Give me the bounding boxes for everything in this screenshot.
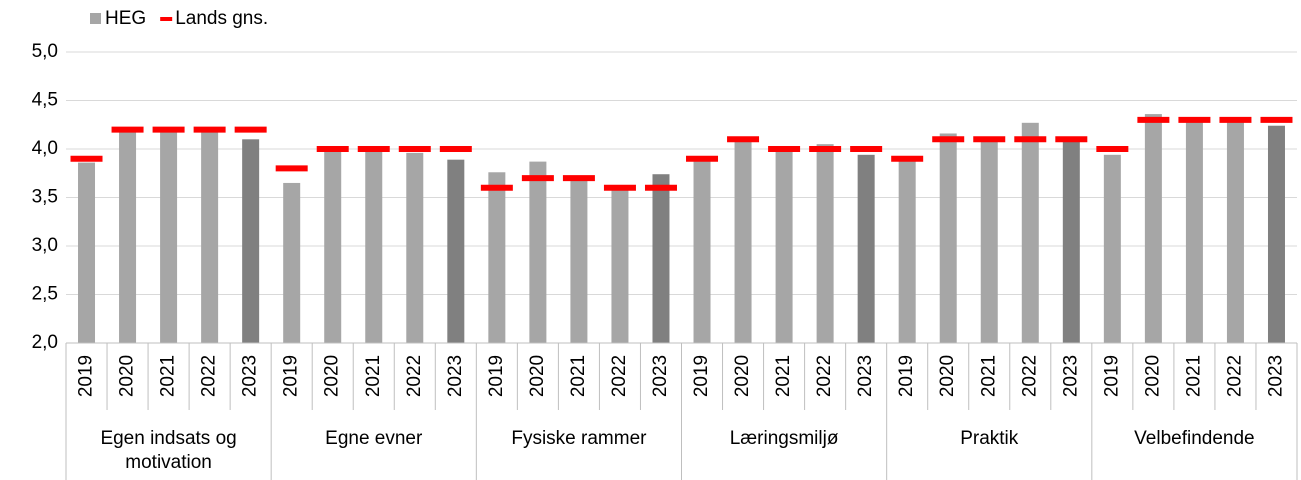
x-tick-label: 2020 xyxy=(732,355,753,397)
group-label: Egne evner xyxy=(325,428,423,449)
group-label: Velbefindende xyxy=(1134,428,1255,449)
bar xyxy=(283,182,301,343)
group-label: Egen indsats og motivation xyxy=(100,428,237,473)
x-tick-label: 2023 xyxy=(240,355,261,397)
bar xyxy=(160,130,178,343)
x-tick-label: 2021 xyxy=(773,355,794,397)
x-tick-label: 2020 xyxy=(322,355,343,397)
x-tick-label: 2023 xyxy=(1265,355,1286,397)
x-tick-label: 2021 xyxy=(978,355,999,397)
group-label-box: Velbefindende xyxy=(1134,428,1255,449)
bar xyxy=(898,160,916,343)
x-tick-label: 2020 xyxy=(937,355,958,397)
x-tick-label: 2019 xyxy=(691,355,712,397)
bar xyxy=(242,139,260,343)
bar xyxy=(570,178,588,343)
y-tick-label: 3,0 xyxy=(32,235,58,256)
bar xyxy=(529,161,547,343)
group-label: Læringsmiljø xyxy=(729,428,839,449)
bar xyxy=(1185,119,1203,344)
x-tick-label: 2021 xyxy=(363,355,384,397)
bar xyxy=(1021,122,1039,343)
group-label-box: Egne evner xyxy=(325,428,423,449)
x-tick-label: 2019 xyxy=(76,355,97,397)
bar xyxy=(816,144,834,343)
bar xyxy=(78,162,96,343)
bar xyxy=(201,132,219,343)
group-label-box: Egen indsats og motivation xyxy=(100,428,237,473)
bar xyxy=(119,131,137,343)
bar xyxy=(611,188,629,343)
group-label: Praktik xyxy=(960,428,1019,449)
bar xyxy=(1062,139,1080,343)
bar xyxy=(324,149,342,343)
bar xyxy=(447,159,465,343)
bar xyxy=(652,174,670,343)
x-tick-label: 2022 xyxy=(199,355,220,397)
legend-label: HEG xyxy=(105,8,146,29)
x-tick-label: 2021 xyxy=(1183,355,1204,397)
y-tick-label: 4,0 xyxy=(32,138,58,159)
x-tick-label: 2019 xyxy=(1101,355,1122,397)
bar xyxy=(1144,114,1162,343)
x-tick-label: 2022 xyxy=(1224,355,1245,397)
x-tick-label: 2023 xyxy=(445,355,466,397)
x-tick-label: 2022 xyxy=(404,355,425,397)
x-tick-label: 2020 xyxy=(527,355,548,397)
bar xyxy=(693,160,711,343)
bar xyxy=(1226,119,1244,344)
x-tick-label: 2019 xyxy=(896,355,917,397)
bar xyxy=(857,154,875,343)
x-tick-label: 2020 xyxy=(117,355,138,397)
y-tick-label: 4,5 xyxy=(32,90,58,111)
x-tick-label: 2023 xyxy=(650,355,671,397)
x-tick-label: 2023 xyxy=(1060,355,1081,397)
group-label-box: Læringsmiljø xyxy=(729,428,839,449)
y-tick-label: 3,5 xyxy=(32,187,58,208)
group-label-box: Praktik xyxy=(960,428,1019,449)
bar xyxy=(939,133,957,343)
bar xyxy=(1267,125,1285,343)
y-tick-label: 2,0 xyxy=(32,332,58,353)
legend-label: Lands gns. xyxy=(175,8,268,29)
x-tick-label: 2022 xyxy=(1019,355,1040,397)
x-tick-label: 2020 xyxy=(1142,355,1163,397)
x-tick-label: 2023 xyxy=(855,355,876,397)
bar xyxy=(775,149,793,343)
bar xyxy=(980,139,998,343)
x-tick-label: 2022 xyxy=(814,355,835,397)
bar xyxy=(365,149,383,343)
bar xyxy=(1103,154,1121,343)
legend-marker xyxy=(90,13,101,24)
x-tick-label: 2021 xyxy=(158,355,179,397)
y-tick-label: 5,0 xyxy=(32,41,58,62)
bar xyxy=(734,139,752,343)
bar xyxy=(406,152,424,343)
x-tick-label: 2019 xyxy=(281,355,302,397)
y-tick-label: 2,5 xyxy=(32,284,58,305)
x-tick-label: 2022 xyxy=(609,355,630,397)
group-label: Fysiske rammer xyxy=(511,428,647,449)
group-label-box: Fysiske rammer xyxy=(511,428,647,449)
x-tick-label: 2019 xyxy=(486,355,507,397)
bar xyxy=(488,172,506,343)
x-tick-label: 2021 xyxy=(568,355,589,397)
